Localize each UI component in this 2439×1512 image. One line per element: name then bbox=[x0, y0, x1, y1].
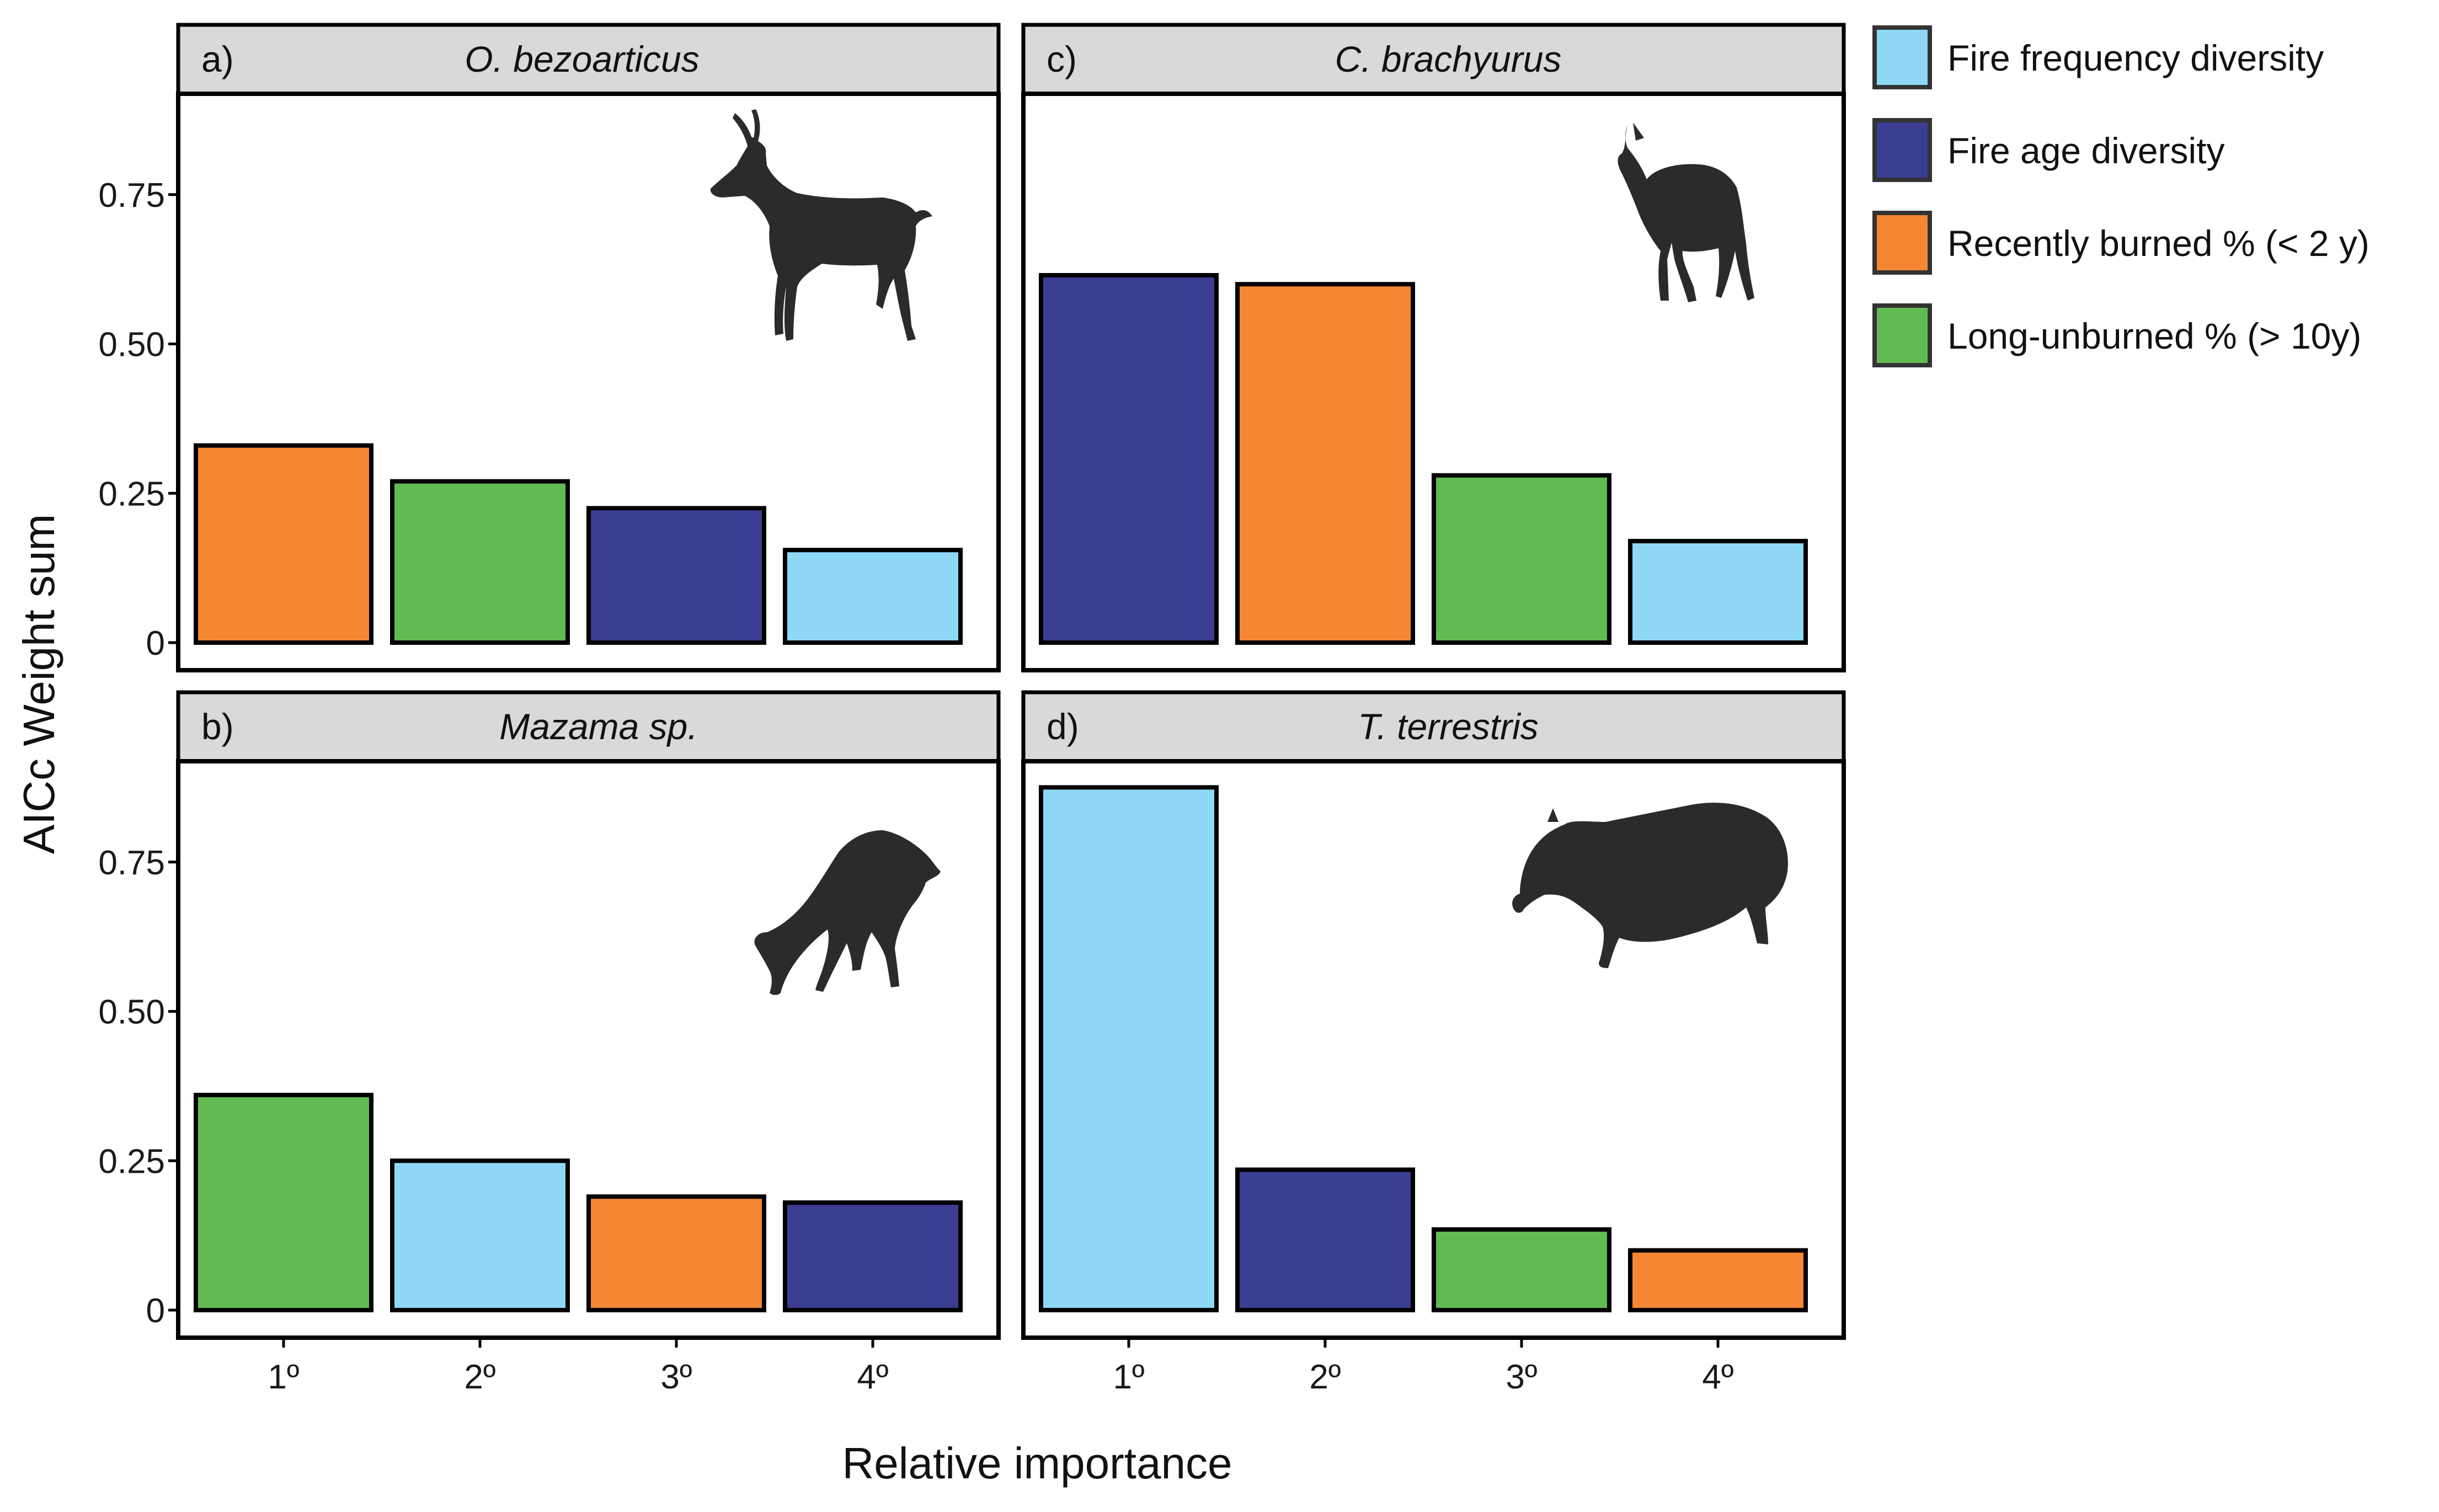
panel-d-frame bbox=[1021, 759, 1846, 1340]
panel-b-bars bbox=[194, 1093, 963, 1313]
panel-a-letter: a) bbox=[201, 39, 234, 79]
bar-panel-b-1-long bbox=[194, 1093, 373, 1312]
legend: Fire frequency diversity Fire age diversi… bbox=[1872, 25, 2369, 367]
legend-key-long bbox=[1872, 303, 1932, 367]
panel-b-letter: b) bbox=[201, 706, 234, 747]
y-tick-label-panel-b: 0 bbox=[146, 1292, 165, 1330]
panel-c-letter: c) bbox=[1047, 39, 1077, 79]
y-tick-label-panel-a: 0.75 bbox=[98, 177, 165, 215]
panel-d-letter: d) bbox=[1047, 706, 1079, 747]
pampas-deer-silhouette-icon bbox=[710, 109, 932, 341]
bar-panel-a-2-long bbox=[390, 479, 570, 645]
bar-panel-b-2-freq bbox=[390, 1158, 570, 1312]
bar-panel-b-3-recent bbox=[586, 1194, 766, 1312]
panel-a-frame bbox=[176, 92, 1001, 672]
x-tick-label-panel-b: 3º bbox=[660, 1358, 692, 1396]
panel-b-frame bbox=[176, 759, 1001, 1340]
panel-d-bars bbox=[1039, 785, 1808, 1313]
panel-a-strip bbox=[176, 23, 1001, 96]
legend-label-freq: Fire frequency diversity bbox=[1947, 38, 2324, 78]
bar-panel-c-4-freq bbox=[1628, 538, 1808, 645]
legend-key-freq bbox=[1872, 25, 1932, 89]
x-tick-label-panel-b: 4º bbox=[857, 1358, 888, 1396]
y-tick-label-panel-b: 0.25 bbox=[98, 1142, 165, 1180]
bar-panel-d-1-freq bbox=[1039, 785, 1219, 1312]
tapir-silhouette-icon bbox=[1512, 803, 1788, 968]
x-tick-label-panel-d: 4º bbox=[1702, 1358, 1733, 1396]
panel-a: a) O. bezoarticus 0 0.25 0.50 0.75 bbox=[98, 23, 1001, 672]
x-tick-label-panel-d: 1º bbox=[1113, 1358, 1144, 1396]
panel-c: c) C. brachyurus bbox=[1021, 23, 1846, 672]
panel-d: d) T. terrestris 1º 2º 3º 4º bbox=[1021, 690, 1846, 1396]
bar-panel-c-1-age bbox=[1039, 273, 1219, 645]
panel-d-species: T. terrestris bbox=[1358, 706, 1539, 747]
bar-panel-d-2-age bbox=[1235, 1167, 1415, 1313]
panel-c-frame bbox=[1021, 92, 1846, 672]
bar-panel-a-3-age bbox=[586, 506, 766, 645]
panel-a-species: O. bezoarticus bbox=[465, 39, 700, 79]
bar-panel-c-3-long bbox=[1432, 473, 1611, 645]
brocket-deer-silhouette-icon bbox=[754, 830, 941, 995]
panel-b-strip bbox=[176, 690, 1001, 763]
maned-wolf-silhouette-icon bbox=[1618, 122, 1754, 302]
x-tick-label-panel-b: 1º bbox=[268, 1358, 299, 1396]
x-tick-label-panel-d: 3º bbox=[1506, 1358, 1537, 1396]
y-tick-label-panel-b: 0.50 bbox=[98, 993, 165, 1032]
panel-c-bars bbox=[1039, 273, 1808, 645]
y-tick-label-panel-a: 0.25 bbox=[98, 475, 165, 513]
legend-key-recent bbox=[1872, 211, 1932, 275]
x-tick-label-panel-d: 2º bbox=[1309, 1358, 1341, 1396]
legend-label-age: Fire age diversity bbox=[1947, 130, 2225, 171]
bar-panel-d-4-recent bbox=[1628, 1248, 1808, 1312]
legend-label-recent: Recently burned % (< 2 y) bbox=[1947, 223, 2369, 264]
panel-b-species: Mazama sp. bbox=[499, 706, 697, 747]
bar-panel-c-2-recent bbox=[1235, 282, 1415, 645]
x-tick-label-panel-b: 2º bbox=[464, 1358, 495, 1396]
bar-panel-b-4-age bbox=[783, 1200, 963, 1313]
bar-panel-d-3-long bbox=[1432, 1227, 1611, 1312]
x-axis-title: Relative importance bbox=[842, 1439, 1232, 1488]
y-tick-label-panel-b: 0.75 bbox=[98, 844, 165, 882]
panel-d-strip bbox=[1021, 690, 1846, 763]
panel-b: b) Mazama sp. 0 0.25 0.50 0.75 1º 2º 3º 4º bbox=[98, 690, 1001, 1396]
legend-label-long: Long-unburned % (> 10y) bbox=[1947, 316, 2361, 356]
panel-c-species: C. brachyurus bbox=[1335, 39, 1562, 79]
y-tick-label-panel-a: 0.50 bbox=[98, 326, 165, 364]
bar-panel-a-1-recent bbox=[194, 443, 373, 645]
y-tick-label-panel-a: 0 bbox=[146, 624, 165, 662]
panel-a-bars bbox=[194, 443, 963, 645]
legend-key-age bbox=[1872, 118, 1932, 182]
y-axis-title: AICc Weight sum bbox=[14, 514, 63, 854]
bar-panel-a-4-freq bbox=[783, 548, 963, 645]
